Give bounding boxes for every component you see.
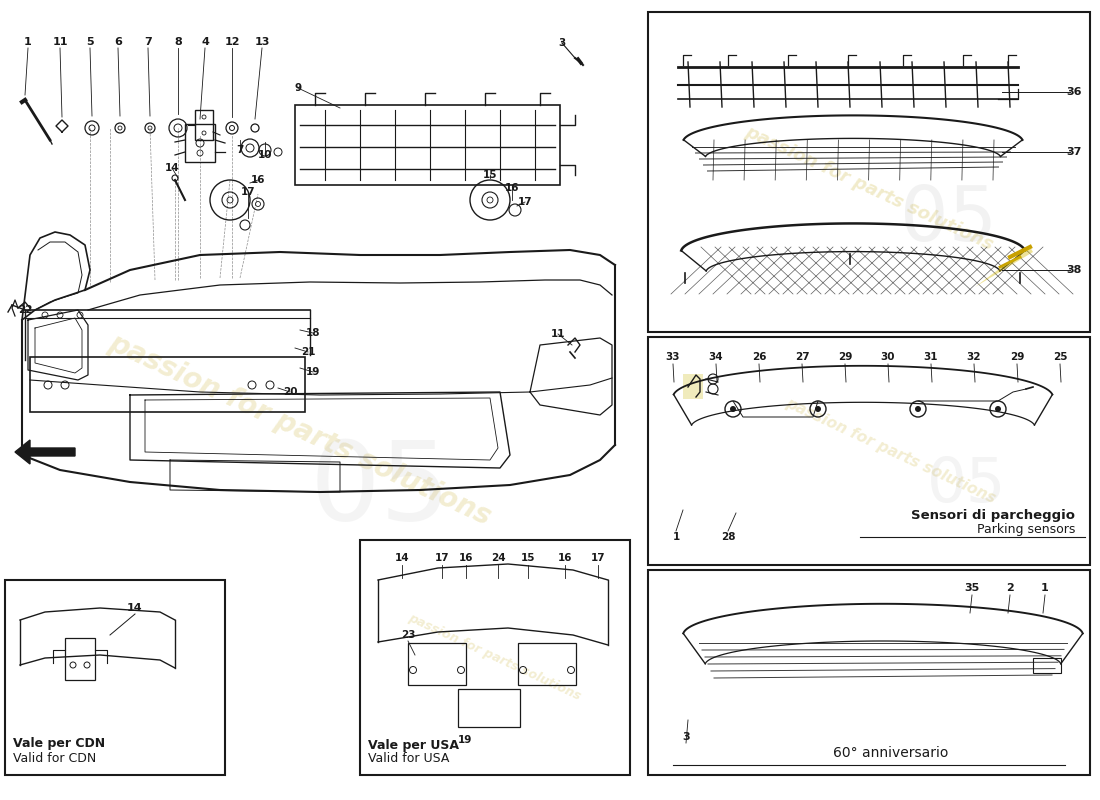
Text: 15: 15 [483, 170, 497, 180]
Text: 1: 1 [24, 37, 32, 47]
Bar [408, 643, 466, 685]
Text: 14: 14 [395, 553, 409, 563]
Bar [30, 357, 305, 412]
Bar [6, 580, 225, 775]
Text: 7: 7 [236, 145, 244, 155]
Text: 16: 16 [505, 183, 519, 193]
Bar [648, 337, 1090, 565]
Text: Vale per CDN: Vale per CDN [13, 737, 106, 750]
Text: 6: 6 [114, 37, 122, 47]
Text: 21: 21 [300, 347, 316, 357]
Bar [185, 124, 214, 162]
Text: 3: 3 [682, 732, 690, 742]
Text: 29: 29 [1010, 352, 1024, 362]
Text: passion for parts solutions: passion for parts solutions [104, 329, 496, 531]
Bar [65, 638, 95, 680]
Text: Valid for CDN: Valid for CDN [13, 751, 97, 765]
Text: 8: 8 [174, 37, 182, 47]
Text: Parking sensors: Parking sensors [977, 523, 1075, 537]
Text: 14: 14 [128, 603, 143, 613]
Text: 10: 10 [257, 150, 273, 160]
Text: Vale per USA: Vale per USA [368, 738, 459, 751]
Text: 23: 23 [400, 630, 416, 640]
Circle shape [996, 406, 1001, 412]
Text: 22: 22 [18, 305, 32, 315]
Text: Sensori di parcheggio: Sensori di parcheggio [911, 509, 1075, 522]
Text: 37: 37 [1067, 147, 1082, 157]
Text: 32: 32 [967, 352, 981, 362]
Text: 24: 24 [491, 553, 505, 563]
Text: 36: 36 [1067, 87, 1082, 97]
Text: 19: 19 [458, 735, 472, 745]
Text: 35: 35 [965, 583, 980, 593]
Text: 30: 30 [881, 352, 895, 362]
Circle shape [815, 406, 821, 412]
Text: 17: 17 [591, 553, 605, 563]
Bar [195, 110, 213, 140]
Bar [683, 374, 703, 399]
Text: 33: 33 [666, 352, 680, 362]
Text: 16: 16 [558, 553, 572, 563]
Text: passion for parts solutions: passion for parts solutions [407, 612, 583, 703]
Text: 28: 28 [720, 532, 735, 542]
Text: 18: 18 [306, 328, 320, 338]
Text: 25: 25 [1053, 352, 1067, 362]
Polygon shape [15, 440, 75, 464]
Text: 14: 14 [165, 163, 179, 173]
Bar [518, 643, 576, 685]
Text: passion for parts solutions: passion for parts solutions [783, 395, 999, 506]
Bar [295, 105, 560, 185]
Text: 26: 26 [751, 352, 767, 362]
Text: 4: 4 [201, 37, 209, 47]
Text: 5: 5 [86, 37, 94, 47]
Text: 34: 34 [708, 352, 724, 362]
Text: 17: 17 [518, 197, 532, 207]
Text: passion for parts solutions: passion for parts solutions [742, 122, 996, 254]
Bar [1033, 658, 1062, 673]
Text: 7: 7 [144, 37, 152, 47]
Text: 60° anniversario: 60° anniversario [834, 746, 949, 760]
Bar [360, 540, 630, 775]
Text: 12: 12 [224, 37, 240, 47]
Text: 27: 27 [794, 352, 810, 362]
Polygon shape [975, 247, 1033, 287]
Text: 05: 05 [926, 455, 1006, 515]
Text: 05: 05 [309, 437, 451, 543]
Text: 11: 11 [53, 37, 68, 47]
Text: 17: 17 [434, 553, 449, 563]
Text: 9: 9 [295, 83, 301, 93]
Text: 15: 15 [520, 553, 536, 563]
Text: 20: 20 [283, 387, 297, 397]
Text: 16: 16 [251, 175, 265, 185]
Text: 17: 17 [241, 187, 255, 197]
Circle shape [730, 406, 736, 412]
Text: 31: 31 [924, 352, 938, 362]
Text: 38: 38 [1067, 265, 1082, 275]
Bar [458, 689, 520, 727]
Text: 11: 11 [551, 329, 565, 339]
Circle shape [915, 406, 921, 412]
Text: 1: 1 [1041, 583, 1049, 593]
Text: 3: 3 [559, 38, 565, 48]
Text: 29: 29 [838, 352, 853, 362]
Bar [648, 12, 1090, 332]
Text: 19: 19 [306, 367, 320, 377]
Bar [648, 570, 1090, 775]
Text: 1: 1 [672, 532, 680, 542]
Text: 2: 2 [1006, 583, 1014, 593]
Text: 16: 16 [459, 553, 473, 563]
Text: 05: 05 [900, 183, 997, 257]
Text: 13: 13 [254, 37, 270, 47]
Text: Valid for USA: Valid for USA [368, 753, 450, 766]
